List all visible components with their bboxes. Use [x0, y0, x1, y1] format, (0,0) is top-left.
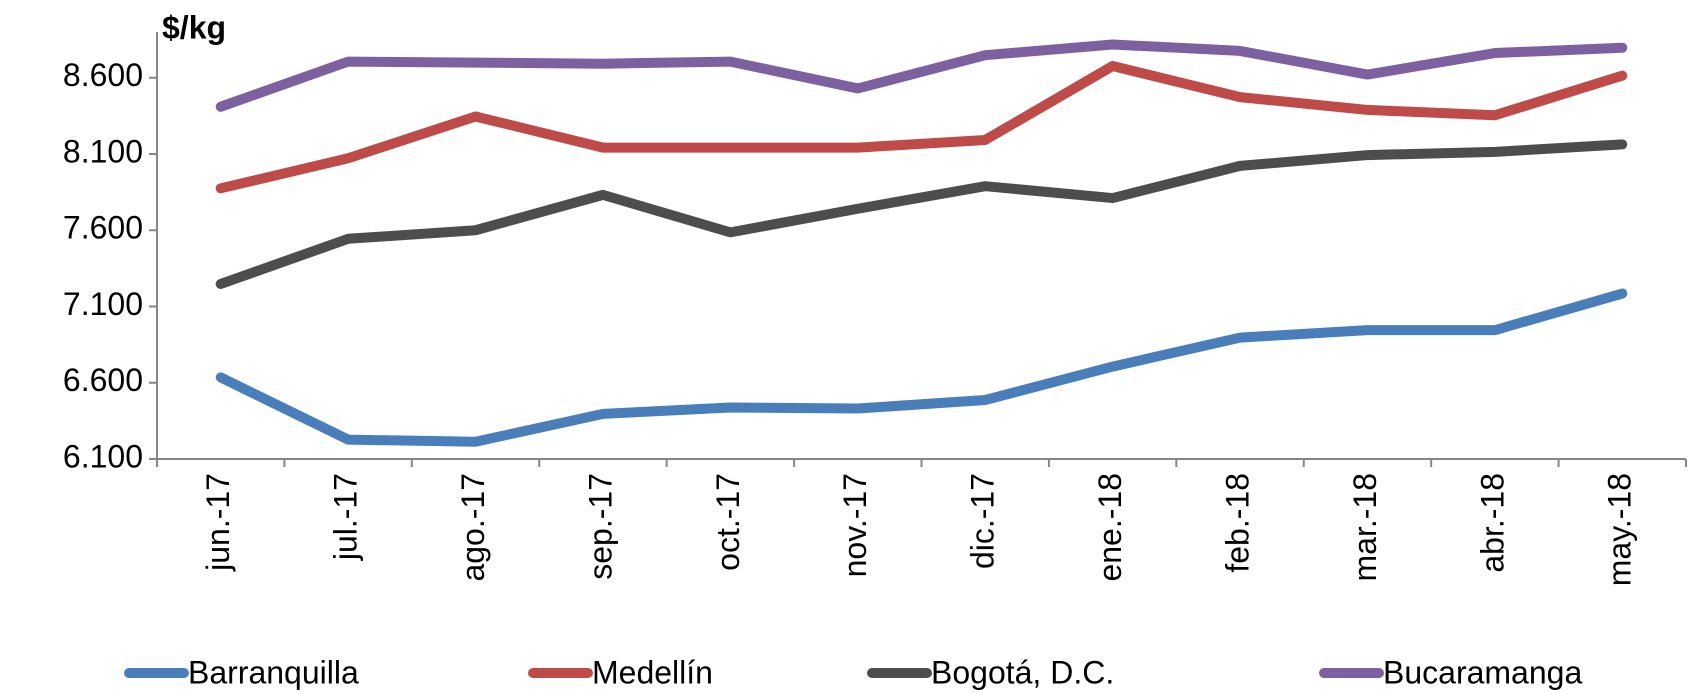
- x-tick-label: nov.-17: [837, 473, 873, 577]
- y-axis-label: $/kg: [162, 9, 226, 45]
- series-line: [215, 139, 1628, 289]
- y-tick-label: 7.600: [63, 210, 143, 246]
- legend-label: Bogotá, D.C.: [931, 654, 1114, 690]
- x-tick-label: ago.-17: [455, 473, 491, 582]
- y-tick-label: 8.600: [63, 57, 143, 93]
- legend-label: Barranquilla: [188, 654, 359, 690]
- x-tick-label: jun.-17: [200, 473, 236, 572]
- x-tick-label: mar.-18: [1347, 473, 1383, 581]
- x-tick-label: may.-18: [1602, 473, 1638, 586]
- y-tick-label: 8.100: [63, 133, 143, 169]
- y-tick-label: 6.100: [63, 438, 143, 474]
- legend-label: Medellín: [592, 654, 713, 690]
- series-line: [215, 39, 1628, 112]
- x-tick-label: jul.-17: [328, 473, 364, 561]
- y-tick-label: 6.600: [63, 362, 143, 398]
- x-tick-label: dic.-17: [965, 473, 1001, 569]
- series-line: [215, 288, 1628, 447]
- x-tick-label: oct.-17: [710, 473, 746, 571]
- x-tick-label: feb.-18: [1219, 473, 1255, 573]
- series-line: [215, 61, 1628, 194]
- x-tick-label: ene.-18: [1092, 473, 1128, 582]
- x-tick-label: abr.-18: [1474, 473, 1510, 573]
- legend-label: Bucaramanga: [1383, 654, 1582, 690]
- y-tick-label: 7.100: [63, 286, 143, 322]
- x-tick-label: sep.-17: [582, 473, 618, 580]
